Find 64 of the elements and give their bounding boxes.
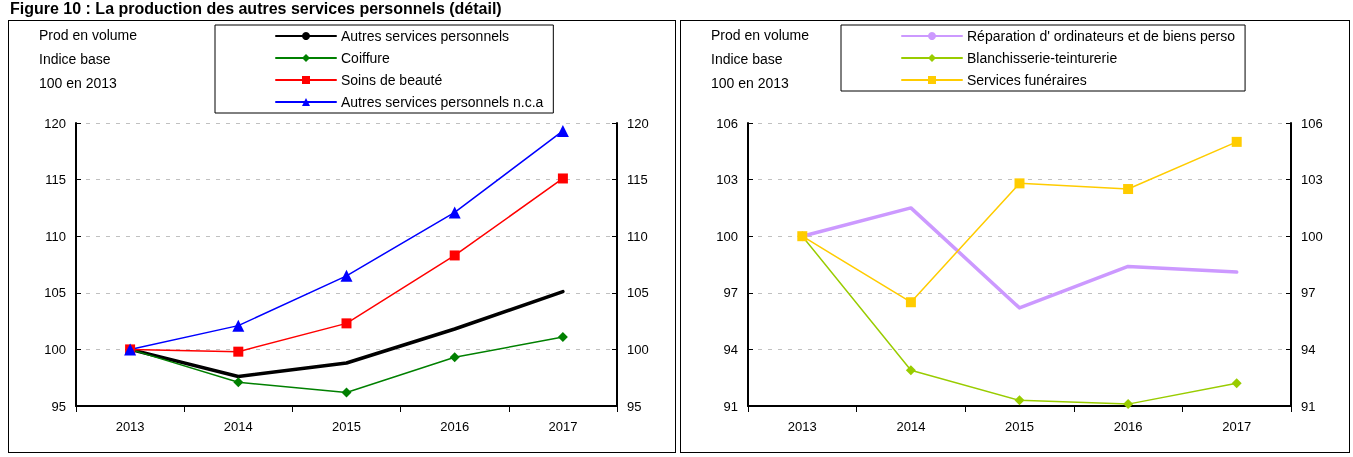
point	[557, 173, 568, 184]
legend-label: Services funéraires	[967, 72, 1087, 88]
point	[1231, 378, 1242, 389]
point	[1014, 395, 1025, 406]
y2-tick-label: 100	[627, 341, 649, 357]
x-tick-label: 2014	[896, 419, 926, 434]
x-tick-label: 2016	[440, 419, 470, 434]
legend-label: Autres services personnels n.c.a	[341, 94, 544, 110]
x-tick-label: 2016	[1113, 419, 1143, 434]
point	[233, 377, 244, 388]
y-tick-label: 105	[44, 285, 66, 301]
point	[905, 297, 916, 308]
x-tick-label: 2015	[1005, 419, 1034, 434]
y-tick-label: 95	[51, 398, 66, 414]
point	[232, 319, 245, 332]
x-tick-label: 2017	[548, 419, 578, 434]
x-tick-label: 2017	[1222, 419, 1252, 434]
point	[341, 318, 352, 329]
legend-label: Blanchisserie-teinturerie	[967, 50, 1118, 66]
point	[340, 269, 353, 282]
y2-tick-label: 105	[627, 285, 649, 301]
y2-tick-label: 106	[1301, 115, 1323, 131]
point	[1231, 136, 1242, 147]
y2-tick-label: 100	[1301, 228, 1323, 244]
y-tick-label: 94	[723, 341, 738, 357]
y2-tick-label: 110	[627, 228, 648, 244]
legend-label: Soins de beauté	[341, 72, 443, 88]
y-tick-label: 91	[723, 398, 738, 414]
y-tick-label: 103	[716, 172, 738, 188]
y-axis-title: Prod en volume Indice base 100 en 2013	[39, 27, 138, 91]
y2-tick-label: 103	[1301, 172, 1323, 188]
x-tick-label: 2014	[223, 419, 253, 434]
point	[449, 352, 460, 363]
chart-title: Figure 10 : La production des autres services personnels (détail)	[10, 0, 502, 18]
point	[449, 250, 460, 261]
legend-label: Autres services personnels	[341, 28, 510, 44]
y2-tick-label: 97	[1301, 285, 1316, 301]
y-tick-label: 97	[723, 285, 738, 301]
y-axis-title: Prod en volume Indice base 100 en 2013	[711, 27, 810, 91]
point	[448, 206, 461, 219]
point	[233, 346, 244, 357]
y2-tick-label: 95	[627, 398, 642, 414]
point	[1123, 184, 1134, 195]
y2-tick-label: 94	[1301, 341, 1316, 357]
point	[341, 387, 352, 398]
x-tick-label: 2013	[787, 419, 817, 434]
x-tick-label: 2015	[332, 419, 361, 434]
y2-tick-label: 115	[627, 172, 648, 188]
point	[1123, 399, 1134, 410]
y-tick-label: 115	[45, 172, 66, 188]
y-tick-label: 110	[45, 228, 66, 244]
point	[905, 365, 916, 376]
y-tick-label: 100	[716, 228, 738, 244]
y-tick-label: 120	[44, 115, 66, 131]
legend-label: Coiffure	[341, 50, 390, 66]
y-tick-label: 100	[44, 341, 66, 357]
y2-tick-label: 120	[627, 115, 649, 131]
y-tick-label: 106	[716, 115, 738, 131]
y2-tick-label: 91	[1301, 398, 1316, 414]
point	[1014, 178, 1025, 189]
x-tick-label: 2013	[115, 419, 145, 434]
point	[556, 124, 569, 137]
legend-label: Réparation d' ordinateurs et de biens perso	[967, 28, 1236, 44]
point	[557, 331, 568, 342]
